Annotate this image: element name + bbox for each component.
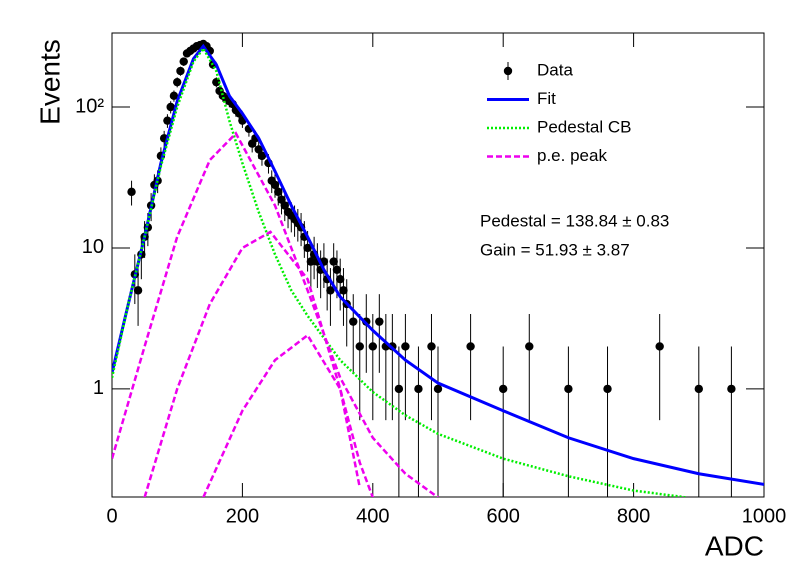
data-point [176, 66, 185, 76]
data-point [499, 384, 508, 394]
data-point [326, 286, 335, 295]
x-tick-label: 600 [487, 505, 520, 527]
data-point [466, 342, 475, 351]
data-point [329, 257, 338, 266]
data-point [414, 384, 423, 394]
y-tick-label: 10² [75, 95, 104, 117]
annotation: Gain = 51.93 ± 3.87 [480, 240, 630, 259]
annotation: Pedestal = 138.84 ± 0.83 [480, 211, 669, 230]
data-point [394, 384, 404, 394]
data-point [332, 265, 342, 274]
x-tick-label: 800 [617, 505, 650, 527]
data-point [336, 275, 345, 284]
data-point [655, 342, 664, 351]
data-point [274, 187, 283, 197]
x-tick-label: 200 [226, 505, 259, 527]
data-point [349, 317, 358, 326]
y-tick-label: 10 [82, 236, 104, 258]
data-point [375, 317, 384, 326]
data-point [339, 286, 348, 295]
data-point [525, 342, 534, 351]
x-tick-label: 0 [106, 505, 117, 527]
legend-label: Data [537, 60, 573, 79]
data-point [564, 384, 573, 394]
pe-peak-curve [202, 333, 361, 497]
data-point [368, 342, 377, 351]
data-point [303, 243, 312, 253]
data-point [133, 286, 143, 295]
data-point [166, 102, 175, 112]
data-point [270, 180, 280, 190]
data-point [355, 342, 364, 351]
data-point [254, 145, 263, 154]
data-point [127, 187, 136, 197]
data-point [280, 201, 289, 210]
data-point [179, 57, 188, 66]
x-tick-label: 1000 [742, 505, 787, 527]
y-axis-title: Events [34, 39, 65, 125]
data-point [427, 342, 436, 351]
data-point [169, 91, 179, 101]
data-point [257, 151, 267, 161]
data-point [163, 116, 172, 125]
legend-label: Pedestal CB [537, 117, 632, 136]
x-axis-title: ADC [705, 530, 764, 561]
legend-label: p.e. peak [537, 146, 607, 165]
y-tick-label: 1 [93, 377, 104, 399]
pe-peak-curve [112, 131, 439, 497]
fit-curve [112, 46, 686, 497]
fit-curve [112, 43, 764, 486]
data-point [727, 384, 736, 394]
data-point [694, 384, 703, 394]
data-point [401, 342, 410, 351]
data-point [306, 257, 316, 266]
pe-peak-curve [143, 230, 374, 497]
plot-area [112, 39, 764, 497]
legend-label: Fit [537, 89, 556, 108]
x-tick-label: 400 [356, 505, 389, 527]
data-point [603, 384, 612, 394]
data-point [173, 77, 182, 87]
data-point [212, 77, 221, 87]
data-point [433, 384, 443, 394]
